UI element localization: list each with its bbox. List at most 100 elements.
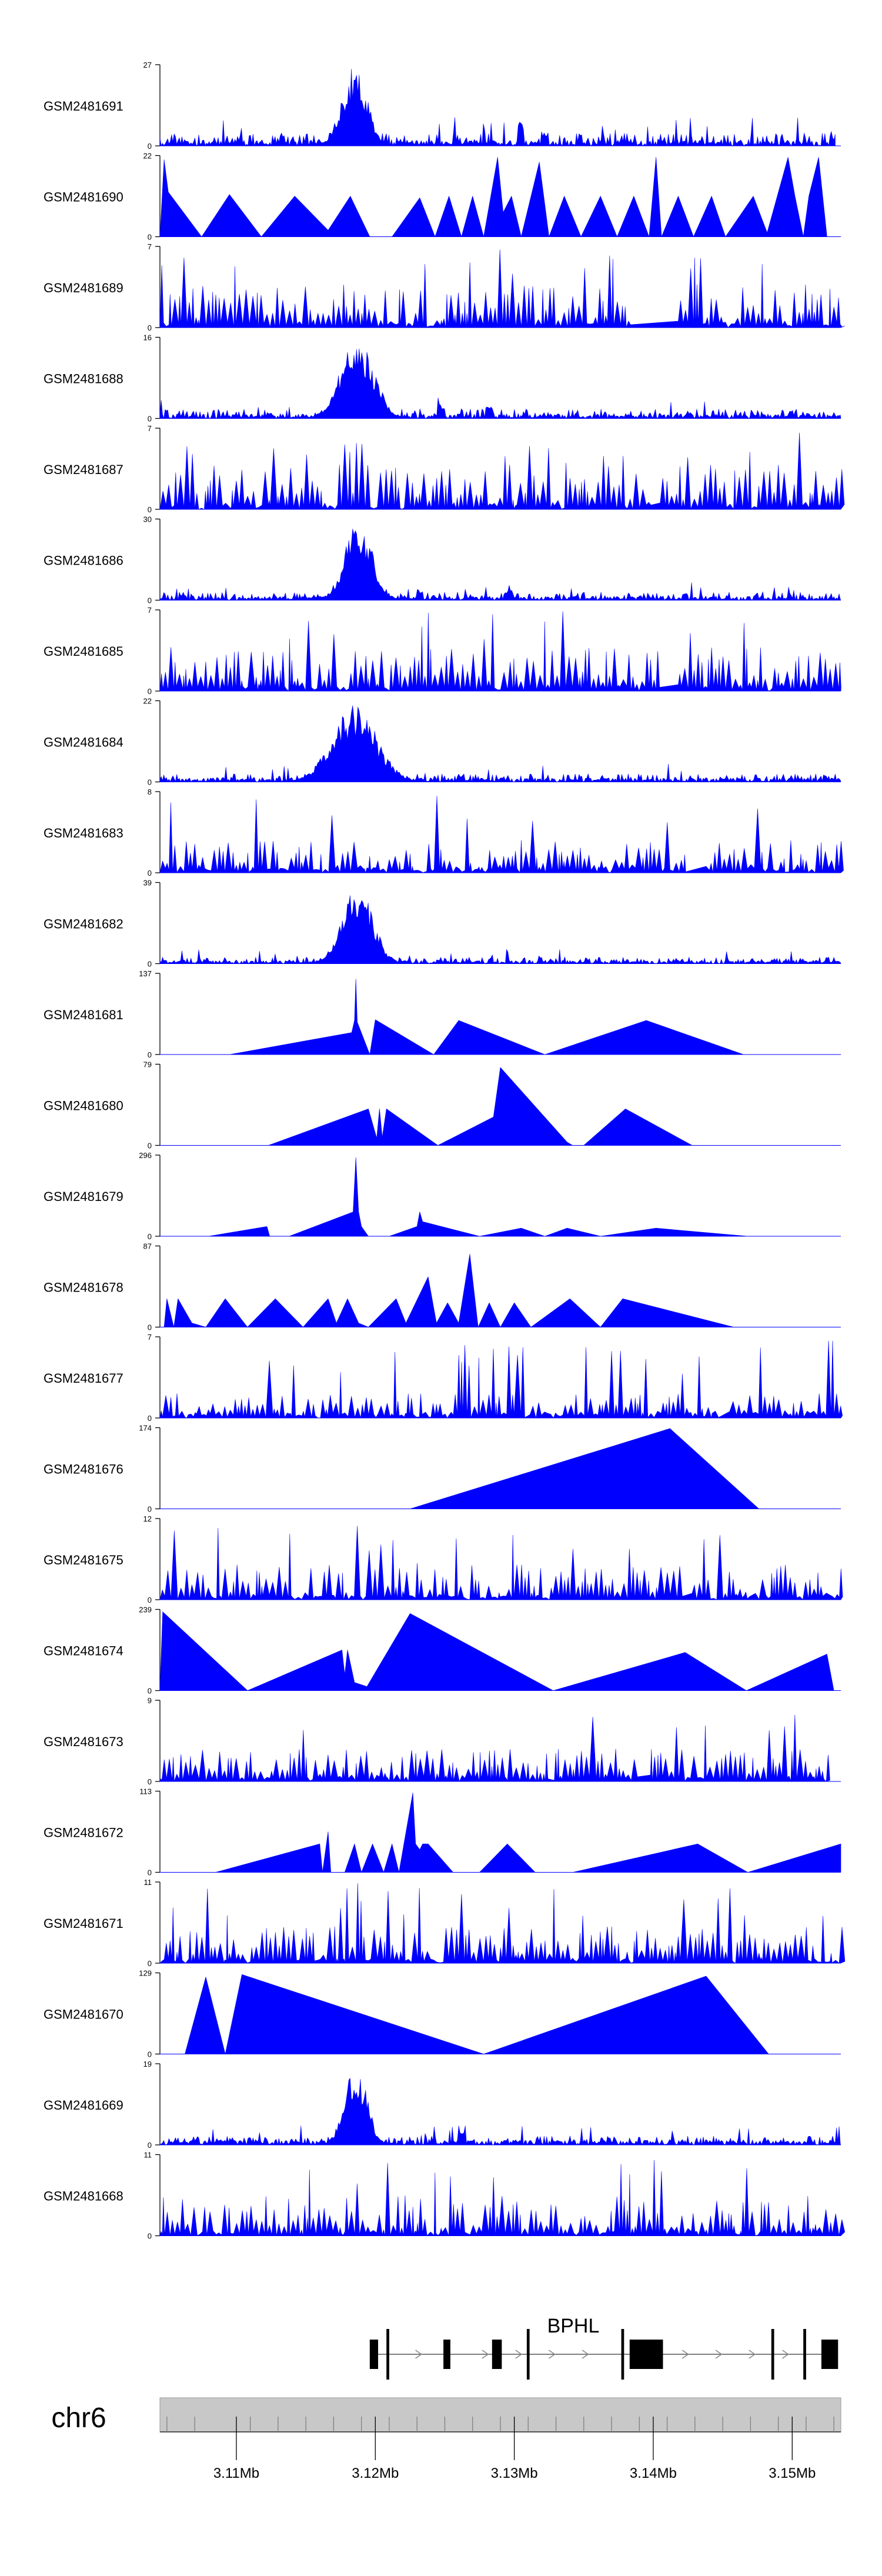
y-max-label: 137 [139,969,152,978]
exon-block [443,2340,450,2369]
gene-name-label: BPHL [547,2315,600,2337]
y-max-label: 87 [143,1242,152,1251]
exon-block [492,2340,502,2369]
strand-arrow [482,2350,489,2359]
y-max-label: 296 [139,1151,152,1160]
y-zero-label: 0 [148,2050,152,2059]
x-tick-label: 3.11Mb [213,2465,259,2481]
coverage-area [159,611,841,692]
track-label: GSM2481681 [44,1007,123,1022]
y-zero-label: 0 [148,505,152,514]
y-zero-label: 0 [148,1142,152,1150]
y-max-label: 239 [139,1606,152,1614]
exon-block [621,2329,624,2380]
track-GSM2481673: GSM2481673 9 0 [44,1696,841,1786]
y-max-label: 39 [143,879,152,887]
y-zero-label: 0 [148,2232,152,2241]
coverage-area [159,249,845,328]
track-GSM2481686: GSM2481686 30 0 [44,515,841,605]
track-GSM2481687: GSM2481687 7 0 [44,424,845,514]
y-max-label: 27 [143,61,152,69]
track-label: GSM2481672 [44,1826,123,1840]
genomic-axis: 3.11Mb 3.12Mb 3.13Mb 3.14Mb 3.15Mb [160,2417,841,2481]
coverage-area [229,979,744,1055]
exon-block [629,2340,663,2369]
y-zero-label: 0 [148,596,152,605]
y-zero-label: 0 [148,323,152,332]
track-GSM2481676: GSM2481676 174 0 [44,1424,841,1514]
track-label: GSM2481688 [44,372,123,386]
y-max-label: 19 [143,2060,152,2068]
exon-block [771,2329,774,2380]
gene-track: BPHL [369,2315,838,2380]
track-label: GSM2481685 [44,644,123,659]
track-GSM2481677: GSM2481677 7 0 [44,1333,843,1423]
track-label: GSM2481679 [44,1189,123,1204]
coverage-area [159,2160,845,2236]
strand-arrow [681,2350,689,2359]
y-max-label: 113 [139,1787,152,1796]
coverage-area [159,348,841,419]
y-max-label: 22 [143,697,152,706]
track-GSM2481684: GSM2481684 22 0 [44,697,841,787]
track-GSM2481683: GSM2481683 8 0 [44,788,844,877]
y-zero-label: 0 [148,233,152,242]
x-tick-label: 3.13Mb [491,2465,538,2481]
coverage-area [159,705,841,782]
track-label: GSM2481673 [44,1734,123,1749]
track-GSM2481669: GSM2481669 19 0 [44,2060,841,2150]
y-zero-label: 0 [148,869,152,877]
track-label: GSM2481676 [44,1462,123,1477]
y-max-label: 7 [148,606,152,615]
y-zero-label: 0 [148,687,152,696]
coverage-area [159,1340,843,1419]
exon-block [386,2329,389,2380]
y-zero-label: 0 [148,415,152,423]
y-zero-label: 0 [148,1505,152,1514]
exon-block [803,2329,806,2380]
y-zero-label: 0 [148,1777,152,1786]
track-label: GSM2481669 [44,2098,123,2113]
track-label: GSM2481691 [44,99,123,114]
coverage-area [159,1611,834,1691]
track-GSM2481670: GSM2481670 129 0 [44,1969,841,2059]
y-max-label: 11 [144,2151,152,2160]
coverage-area [410,1428,759,1509]
track-GSM2481681: GSM2481681 137 0 [44,969,841,1059]
chromosome-label: chr6 [51,2403,106,2434]
track-GSM2481679: GSM2481679 296 0 [44,1151,841,1241]
y-zero-label: 0 [148,1596,152,1604]
x-tick-label: 3.14Mb [630,2465,677,2481]
track-GSM2481685: GSM2481685 7 0 [44,606,841,696]
y-zero-label: 0 [148,142,152,151]
track-label: GSM2481687 [44,462,123,477]
y-max-label: 129 [139,1969,152,1978]
track-GSM2481689: GSM2481689 7 0 [44,242,845,332]
strand-arrow [515,2350,523,2359]
coverage-area [159,1526,843,1600]
track-GSM2481672: GSM2481672 113 0 [44,1787,841,1877]
y-max-label: 7 [148,424,152,433]
track-label: GSM2481683 [44,826,123,840]
y-zero-label: 0 [148,2141,152,2150]
track-label: GSM2481674 [44,1644,123,1659]
y-max-label: 7 [148,242,152,251]
coverage-area [159,157,827,237]
track-GSM2481678: GSM2481678 87 0 [44,1242,841,1332]
track-GSM2481688: GSM2481688 16 0 [44,333,841,423]
track-GSM2481668: GSM2481668 11 0 [44,2151,845,2241]
track-label: GSM2481682 [44,917,123,932]
y-zero-label: 0 [148,1232,152,1241]
coverage-area [185,1974,769,2054]
track-label: GSM2481670 [44,2007,123,2022]
strand-arrow [415,2350,422,2359]
track-GSM2481674: GSM2481674 239 0 [44,1606,841,1696]
coverage-area [159,1714,830,1782]
y-zero-label: 0 [148,1959,152,1968]
coverage-area [159,796,844,873]
strand-arrow [749,2350,756,2359]
y-zero-label: 0 [148,1323,152,1332]
track-GSM2481675: GSM2481675 12 0 [44,1514,843,1604]
exon-block [821,2340,838,2369]
